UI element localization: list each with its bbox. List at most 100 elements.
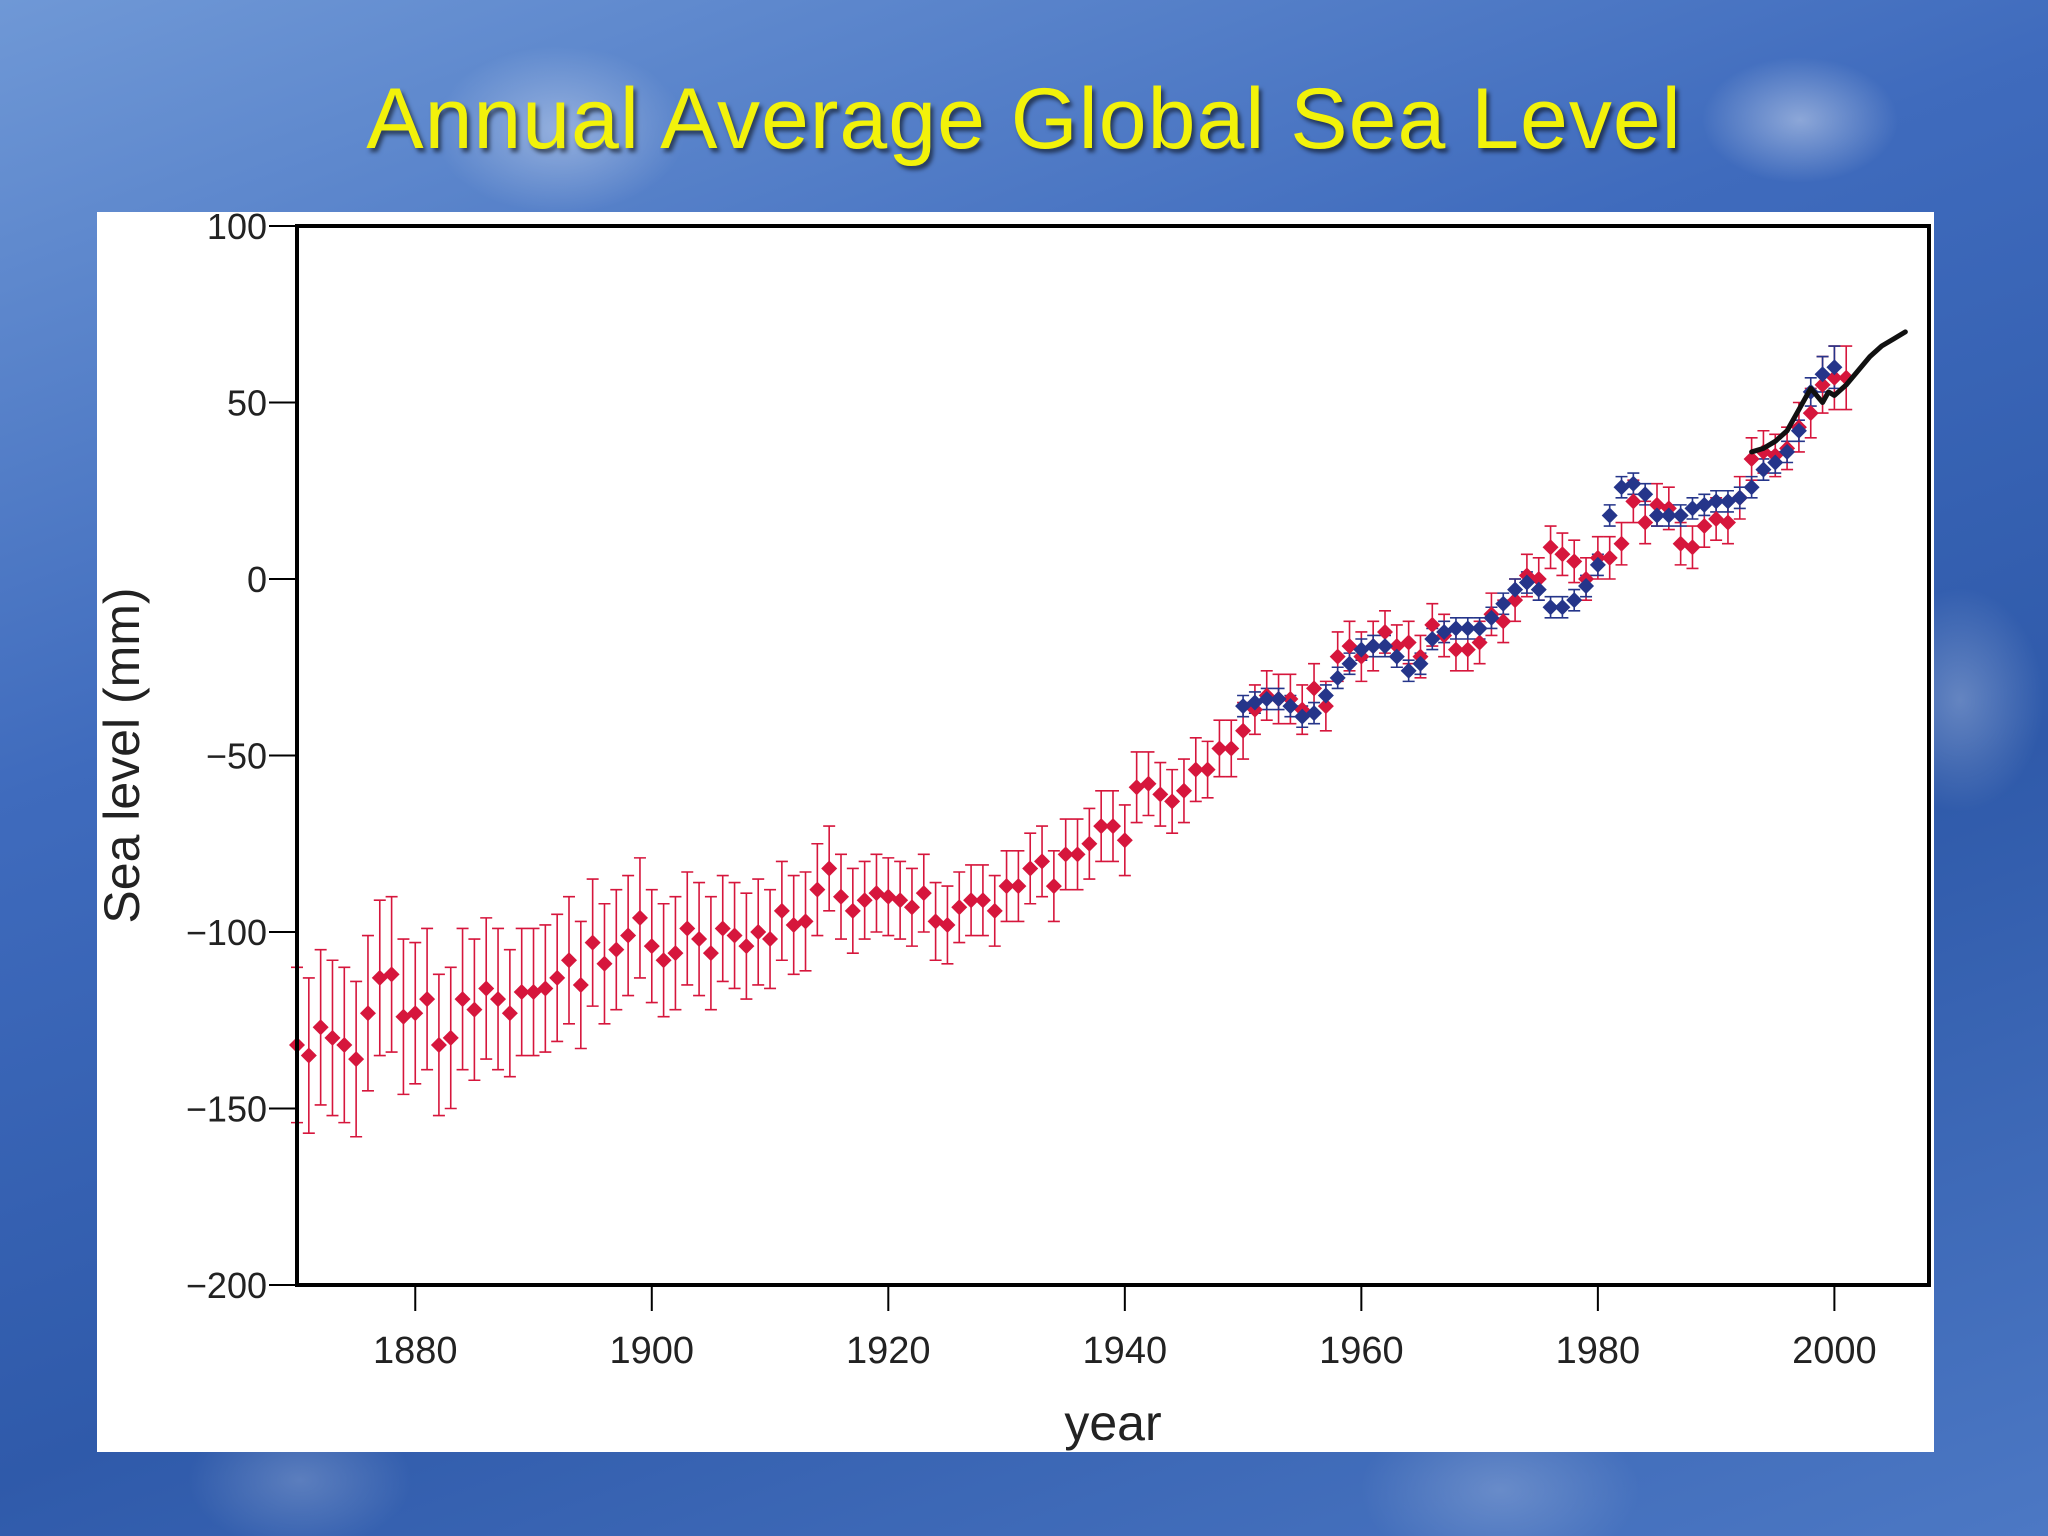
blue-data-point [1258,691,1275,708]
y-tick-label: 0 [247,559,267,600]
line-series-path [1749,329,1908,455]
blue-data-point [1684,500,1701,517]
red-data-point [1637,514,1654,531]
red-data-point [1034,853,1051,870]
red-data-point [986,902,1003,919]
red-data-point [691,931,708,948]
red-data-point [939,916,956,933]
red-data-point [762,931,779,948]
red-data-point [454,991,471,1008]
y-axis: 100 50 0 −50 −100 −150 −200 [186,206,297,1306]
red-data-point [1719,514,1736,531]
y-tick-label: 100 [207,212,267,247]
red-data-point [1211,740,1228,757]
x-tick-label: 1900 [610,1330,695,1372]
blue-data-point [1341,655,1358,672]
blue-data-point [1235,698,1252,715]
red-data-point [1377,623,1393,640]
y-tick-label: −100 [186,912,267,953]
red-data-point [833,888,849,905]
blue-data-point [1294,708,1311,725]
red-series-error-bars [291,345,1853,1138]
blue-data-point [1790,422,1807,439]
red-data-point [809,881,826,898]
blue-data-point [1459,620,1476,637]
blue-data-point [1601,507,1618,524]
red-data-point [537,980,554,997]
red-data-point [1625,493,1642,510]
blue-data-point [1779,443,1796,460]
red-data-point [1116,832,1133,849]
red-data-point [1175,782,1192,799]
red-data-point [1057,846,1074,863]
red-data-point [1826,369,1843,386]
chart-panel: 100 50 0 −50 −100 −150 −200 1880 1900 1920 1940 19… [94,206,1934,1452]
red-data-point [963,892,980,909]
red-data-point [821,860,838,877]
blue-series-markers [1235,359,1843,725]
red-data-point [915,885,932,902]
red-data-point [407,1005,424,1022]
red-data-point [1542,539,1559,556]
sea-level-chart: 100 50 0 −50 −100 −150 −200 1880 1900 1920 1940 19… [94,206,1931,1451]
red-data-point [1341,638,1358,655]
red-data-point [1400,634,1417,651]
blue-data-point [1329,669,1346,686]
red-data-point [892,892,909,909]
red-data-point [797,913,814,930]
red-data-point [1814,376,1831,393]
red-data-point [1317,698,1334,715]
blue-data-point [1424,631,1441,648]
red-data-point [549,969,566,986]
blue-data-point [1495,595,1512,612]
red-data-point [903,899,920,916]
red-data-point [620,927,637,944]
blue-data-point [1637,486,1654,503]
red-data-point [1566,553,1583,570]
red-data-point [525,984,542,1001]
blue-data-point [1719,493,1736,510]
red-data-point [1684,539,1701,556]
red-data-point [371,969,388,986]
red-data-point [951,899,968,916]
red-data-point [1093,818,1110,835]
blue-data-point [1814,366,1831,383]
red-data-point [1507,592,1524,609]
red-data-point [785,916,802,933]
blue-data-point [1436,623,1453,640]
x-tick-label: 1980 [1556,1330,1641,1372]
red-data-point [1306,680,1323,697]
red-data-point [1152,786,1169,803]
red-data-point [324,1029,341,1046]
blue-data-point [1447,620,1464,637]
red-data-point [679,920,696,937]
y-tick-label: −150 [186,1089,267,1130]
red-data-point [1069,846,1086,863]
red-data-point [501,1005,518,1022]
red-data-point [359,1005,376,1022]
blue-data-point [1554,599,1571,616]
red-data-point [442,1029,459,1046]
blue-data-point [1471,620,1488,637]
red-data-point [726,927,743,944]
red-data-point [1649,496,1665,513]
blue-data-point [1566,592,1583,609]
red-data-point [430,1036,447,1053]
blue-data-point [1755,461,1772,478]
blue-data-point [1306,705,1323,722]
red-data-point [1672,535,1689,552]
line-series [1749,329,1908,455]
red-data-point [1696,518,1713,535]
red-data-point [1743,450,1760,467]
red-data-point [631,909,648,926]
blue-data-point [1353,641,1370,658]
blue-data-point [1377,638,1393,655]
y-axis-label: Sea level (mm) [97,587,150,923]
blue-data-point [1365,638,1382,655]
x-tick-label: 1940 [1083,1330,1168,1372]
red-data-point [1471,634,1488,651]
red-data-point [714,920,731,937]
red-data-point [1140,775,1157,792]
red-series-markers [289,369,1855,1068]
red-data-point [998,878,1015,895]
